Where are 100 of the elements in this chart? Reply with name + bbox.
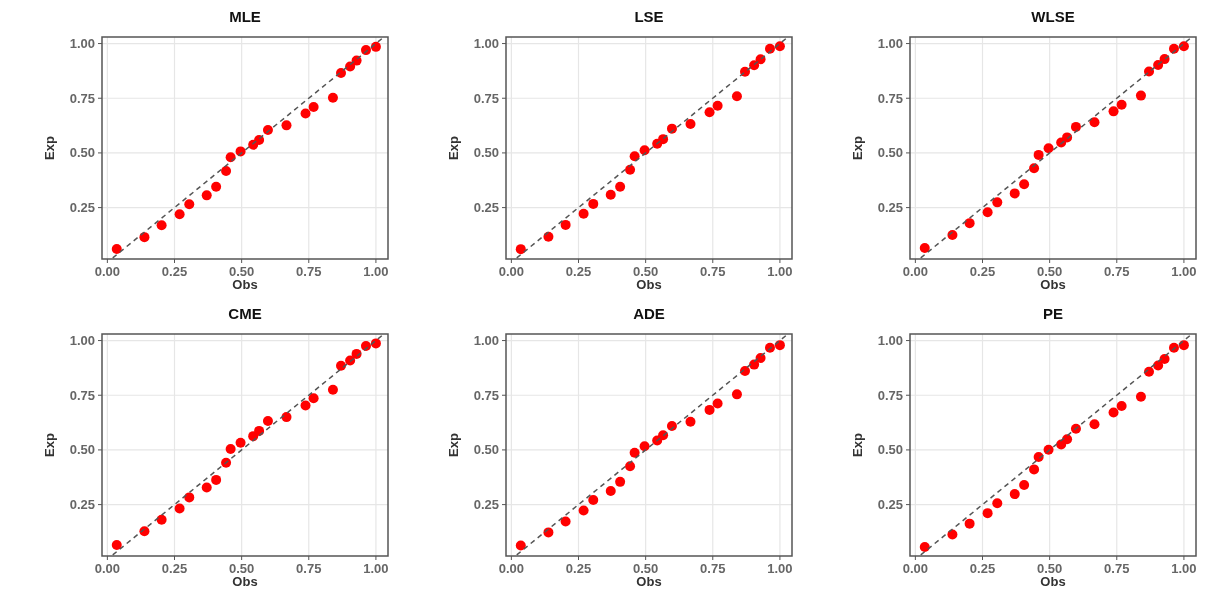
point bbox=[211, 181, 222, 192]
point bbox=[605, 189, 616, 200]
point bbox=[370, 338, 381, 349]
y-tick-label: 0.50 bbox=[877, 442, 903, 458]
x-axis-title: Obs bbox=[636, 277, 662, 292]
x-tick-label: 0.50 bbox=[1036, 561, 1063, 576]
point bbox=[1019, 479, 1030, 490]
y-tick-label: 0.25 bbox=[473, 200, 499, 216]
x-tick-label: 0.00 bbox=[498, 561, 525, 576]
y-tick-label: 0.75 bbox=[69, 90, 95, 106]
point bbox=[1178, 340, 1189, 351]
x-tick-label: 0.50 bbox=[632, 264, 659, 279]
chart-title: WLSE bbox=[1031, 8, 1075, 25]
x-tick-label: 1.00 bbox=[1171, 264, 1197, 279]
y-tick-label: 1.00 bbox=[877, 36, 903, 52]
point bbox=[1108, 407, 1119, 418]
y-tick-label: 0.75 bbox=[877, 90, 903, 106]
point bbox=[360, 45, 371, 56]
point bbox=[370, 41, 381, 52]
point bbox=[235, 437, 246, 448]
point bbox=[629, 447, 640, 458]
x-axis-title: Obs bbox=[1040, 277, 1066, 292]
y-axis-title: Exp bbox=[850, 136, 865, 160]
x-tick-label: 1.00 bbox=[767, 561, 793, 576]
y-tick-label: 0.25 bbox=[473, 497, 499, 513]
point bbox=[1178, 41, 1189, 52]
y-axis-title: Exp bbox=[446, 433, 461, 457]
x-tick-label: 0.75 bbox=[700, 561, 726, 576]
x-axis-title: Obs bbox=[232, 574, 258, 589]
point bbox=[211, 474, 222, 485]
point bbox=[629, 151, 640, 162]
y-tick-label: 1.00 bbox=[69, 36, 95, 52]
point bbox=[919, 243, 930, 254]
x-tick-label: 0.25 bbox=[565, 561, 592, 576]
x-tick-label: 0.25 bbox=[969, 264, 996, 279]
point bbox=[704, 404, 715, 415]
y-tick-label: 0.25 bbox=[877, 497, 903, 513]
point bbox=[639, 145, 650, 156]
x-tick-label: 0.00 bbox=[94, 561, 121, 576]
point bbox=[615, 181, 626, 192]
point bbox=[666, 123, 677, 134]
x-tick-label: 0.25 bbox=[565, 264, 592, 279]
y-axis-title: Exp bbox=[42, 136, 57, 160]
y-tick-label: 0.50 bbox=[69, 442, 95, 458]
point bbox=[1116, 99, 1127, 110]
x-tick-label: 0.00 bbox=[902, 561, 929, 576]
point bbox=[1135, 90, 1146, 101]
point bbox=[360, 341, 371, 352]
point bbox=[992, 197, 1003, 208]
point bbox=[262, 124, 273, 135]
point bbox=[685, 416, 696, 427]
point bbox=[1019, 179, 1030, 190]
y-tick-label: 0.75 bbox=[473, 387, 499, 403]
y-tick-label: 1.00 bbox=[69, 333, 95, 349]
chart-title: PE bbox=[1042, 305, 1064, 322]
point bbox=[111, 540, 122, 551]
point bbox=[262, 416, 273, 427]
point bbox=[184, 492, 195, 503]
y-tick-label: 0.75 bbox=[877, 387, 903, 403]
point bbox=[1009, 188, 1020, 199]
y-tick-label: 1.00 bbox=[473, 36, 499, 52]
y-tick-label: 1.00 bbox=[473, 333, 499, 349]
x-tick-label: 0.50 bbox=[228, 561, 255, 576]
x-tick-label: 1.00 bbox=[363, 561, 389, 576]
point bbox=[964, 518, 975, 529]
point bbox=[588, 495, 599, 506]
point bbox=[605, 486, 616, 497]
y-axis-title: Exp bbox=[850, 433, 865, 457]
y-tick-label: 1.00 bbox=[877, 333, 903, 349]
point bbox=[625, 164, 636, 175]
point bbox=[174, 503, 185, 514]
x-tick-label: 1.00 bbox=[767, 264, 793, 279]
point bbox=[560, 516, 571, 527]
point bbox=[156, 514, 167, 525]
y-tick-label: 0.50 bbox=[473, 145, 499, 161]
point bbox=[184, 199, 195, 210]
point bbox=[560, 219, 571, 230]
y-tick-label: 0.25 bbox=[69, 200, 95, 216]
point bbox=[992, 498, 1003, 509]
point bbox=[281, 120, 292, 131]
point bbox=[1153, 360, 1164, 371]
x-tick-label: 1.00 bbox=[363, 264, 389, 279]
point bbox=[704, 107, 715, 118]
x-tick-label: 0.25 bbox=[161, 264, 188, 279]
y-axis-title: Exp bbox=[42, 433, 57, 457]
point bbox=[685, 119, 696, 130]
x-tick-label: 0.75 bbox=[700, 264, 726, 279]
point bbox=[639, 441, 650, 452]
point bbox=[221, 166, 232, 177]
point bbox=[712, 100, 723, 111]
point bbox=[615, 476, 626, 487]
x-axis-title: Obs bbox=[232, 277, 258, 292]
point bbox=[1089, 419, 1100, 430]
y-axis-title: Exp bbox=[446, 136, 461, 160]
point bbox=[1029, 464, 1040, 475]
point bbox=[666, 421, 677, 432]
point bbox=[982, 207, 993, 218]
point bbox=[308, 393, 319, 404]
x-axis-title: Obs bbox=[636, 574, 662, 589]
x-tick-label: 0.75 bbox=[1104, 561, 1130, 576]
